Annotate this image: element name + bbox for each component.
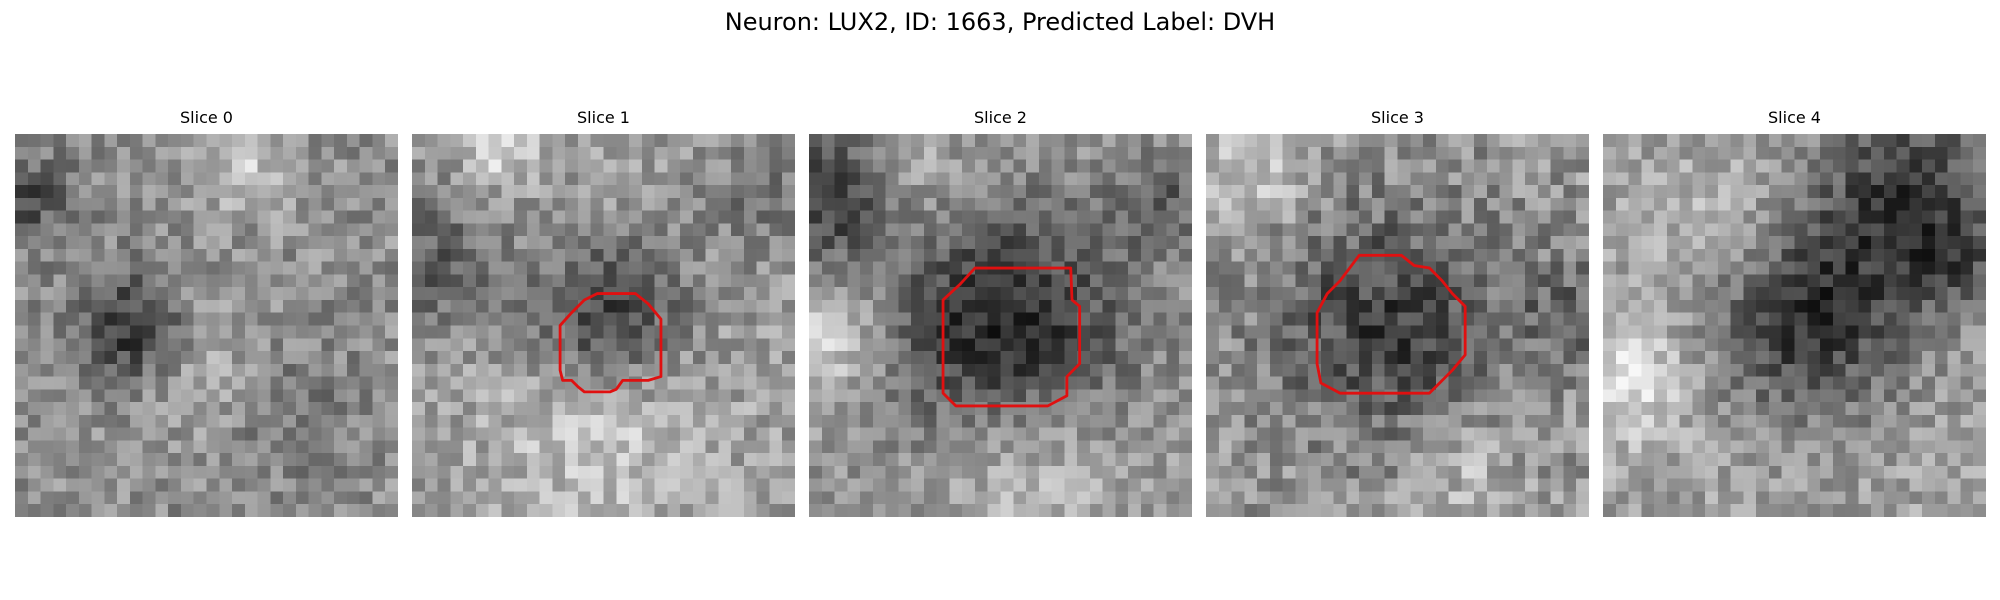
roi-contour [1315,253,1467,395]
slice-title: Slice 1 [577,108,630,127]
slice-title: Slice 3 [1371,108,1424,127]
slice-pixel-grid [1206,134,1589,517]
slice-pixel-grid [809,134,1192,517]
slice-pixel-grid [412,134,795,517]
figure-title: Neuron: LUX2, ID: 1663, Predicted Label:… [724,8,1276,36]
slice-image [1603,134,1986,517]
slice-image [412,134,795,517]
slice-title: Slice 2 [974,108,1027,127]
slice-image [15,134,398,517]
slice-pixel-grid [15,134,398,517]
slice-panel-4: Slice 4 [1603,108,1986,517]
slice-image [809,134,1192,517]
roi-contour [941,266,1082,408]
slice-panel-1: Slice 1 [412,108,795,517]
slice-pixel-grid [1603,134,1986,517]
roi-contour [558,292,663,394]
slice-panel-0: Slice 0 [15,108,398,517]
slice-title: Slice 4 [1768,108,1821,127]
slice-image [1206,134,1589,517]
slice-title: Slice 0 [180,108,233,127]
slice-panel-3: Slice 3 [1206,108,1589,517]
slice-panel-2: Slice 2 [809,108,1192,517]
